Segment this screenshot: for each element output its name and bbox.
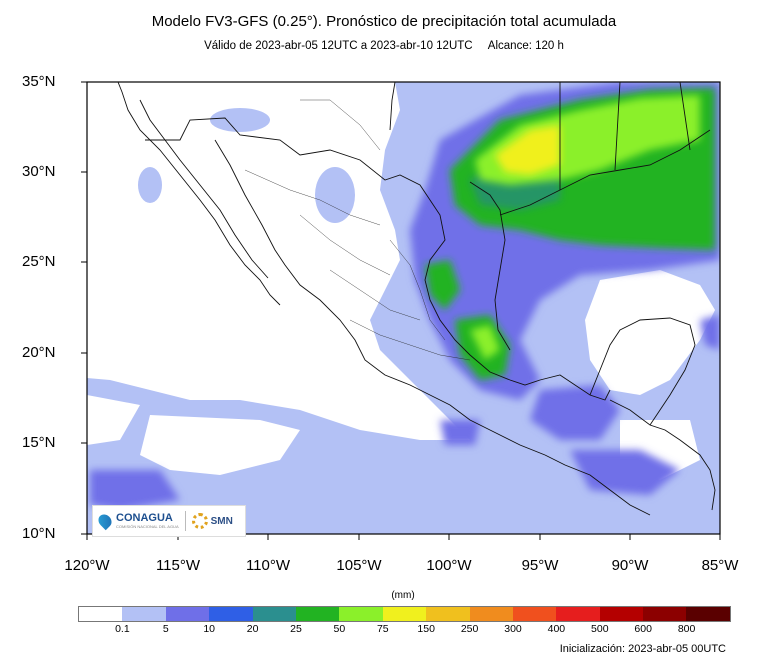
- lat-label-20n: 20°N: [22, 344, 56, 361]
- colorbar-swatch: [209, 607, 253, 621]
- colorbar-swatch: [295, 607, 340, 621]
- colorbar-tick-label: 0.1: [115, 623, 130, 635]
- conagua-logo: CONAGUA COMISIÓN NACIONAL DEL AGUA: [93, 511, 179, 531]
- colorbar-tick-label: 600: [634, 623, 652, 635]
- colorbar-swatch: [79, 607, 123, 621]
- colorbar-swatch: [426, 607, 470, 621]
- lon-label-105w: 105°W: [336, 557, 382, 574]
- colorbar: [78, 606, 731, 622]
- colorbar-tick-label: 300: [504, 623, 522, 635]
- map-frame: [86, 81, 721, 535]
- colorbar-swatch: [122, 607, 166, 621]
- logo-separator: [184, 511, 186, 531]
- lat-label-25n: 25°N: [22, 253, 56, 270]
- map-title: Modelo FV3-GFS (0.25°). Pronóstico de pr…: [151, 13, 617, 30]
- water-drop-icon: [95, 511, 115, 531]
- colorbar-swatch: [643, 607, 687, 621]
- lon-label-95w: 95°W: [521, 557, 559, 574]
- map-subtitle: Válido de 2023-abr-05 12UTC a 2023-abr-1…: [0, 40, 768, 52]
- colorbar-tick-label: 75: [376, 623, 389, 635]
- colorbar-swatch: [252, 607, 296, 621]
- lat-label-30n: 30°N: [22, 163, 56, 180]
- colorbar-tick-label: 800: [677, 623, 696, 635]
- lon-label-100w: 100°W: [426, 557, 472, 574]
- valid-period: Válido de 2023-abr-05 12UTC a 2023-abr-1…: [204, 40, 473, 52]
- colorbar-units: (mm): [391, 590, 415, 601]
- colorbar-swatch: [469, 607, 513, 621]
- lat-label-15n: 15°N: [22, 434, 56, 451]
- logo-panel: CONAGUA COMISIÓN NACIONAL DEL AGUA SMN: [92, 505, 246, 537]
- colorbar-swatch: [556, 607, 600, 621]
- colorbar-tick-label: 400: [547, 623, 566, 635]
- lon-label-85w: 85°W: [701, 557, 739, 574]
- colorbar-tick-label: 150: [417, 623, 435, 635]
- coastlines: [117, 82, 716, 516]
- colorbar-swatch: [165, 607, 210, 621]
- forecast-range: Alcance: 120 h: [487, 40, 564, 52]
- colorbar-swatch: [599, 607, 644, 621]
- colorbar-tick-label: 25: [290, 623, 302, 635]
- colorbar-swatch: [382, 607, 427, 621]
- colorbar-tick-label: 5: [162, 623, 169, 635]
- lat-label-10n: 10°N: [22, 525, 56, 542]
- lon-label-110w: 110°W: [245, 557, 291, 574]
- colorbar-tick-label: 10: [203, 623, 216, 635]
- lon-label-90w: 90°W: [611, 557, 649, 574]
- lon-label-120w: 120°W: [64, 557, 110, 574]
- lon-label-115w: 115°W: [155, 557, 201, 574]
- colorbar-swatch: [339, 607, 383, 621]
- smn-logo: SMN: [191, 513, 233, 529]
- initialization-label: Inicialización: 2023-abr-05 00UTC: [559, 643, 726, 655]
- colorbar-swatch: [686, 607, 730, 621]
- colorbar-tick-label: 50: [333, 623, 346, 635]
- colorbar-swatch: [512, 607, 557, 621]
- lat-label-35n: 35°N: [22, 73, 56, 90]
- colorbar-tick-label: 250: [460, 623, 479, 635]
- colorbar-tick-label: 20: [246, 623, 259, 635]
- sun-icon: [191, 513, 208, 529]
- colorbar-tick-label: 500: [591, 623, 609, 635]
